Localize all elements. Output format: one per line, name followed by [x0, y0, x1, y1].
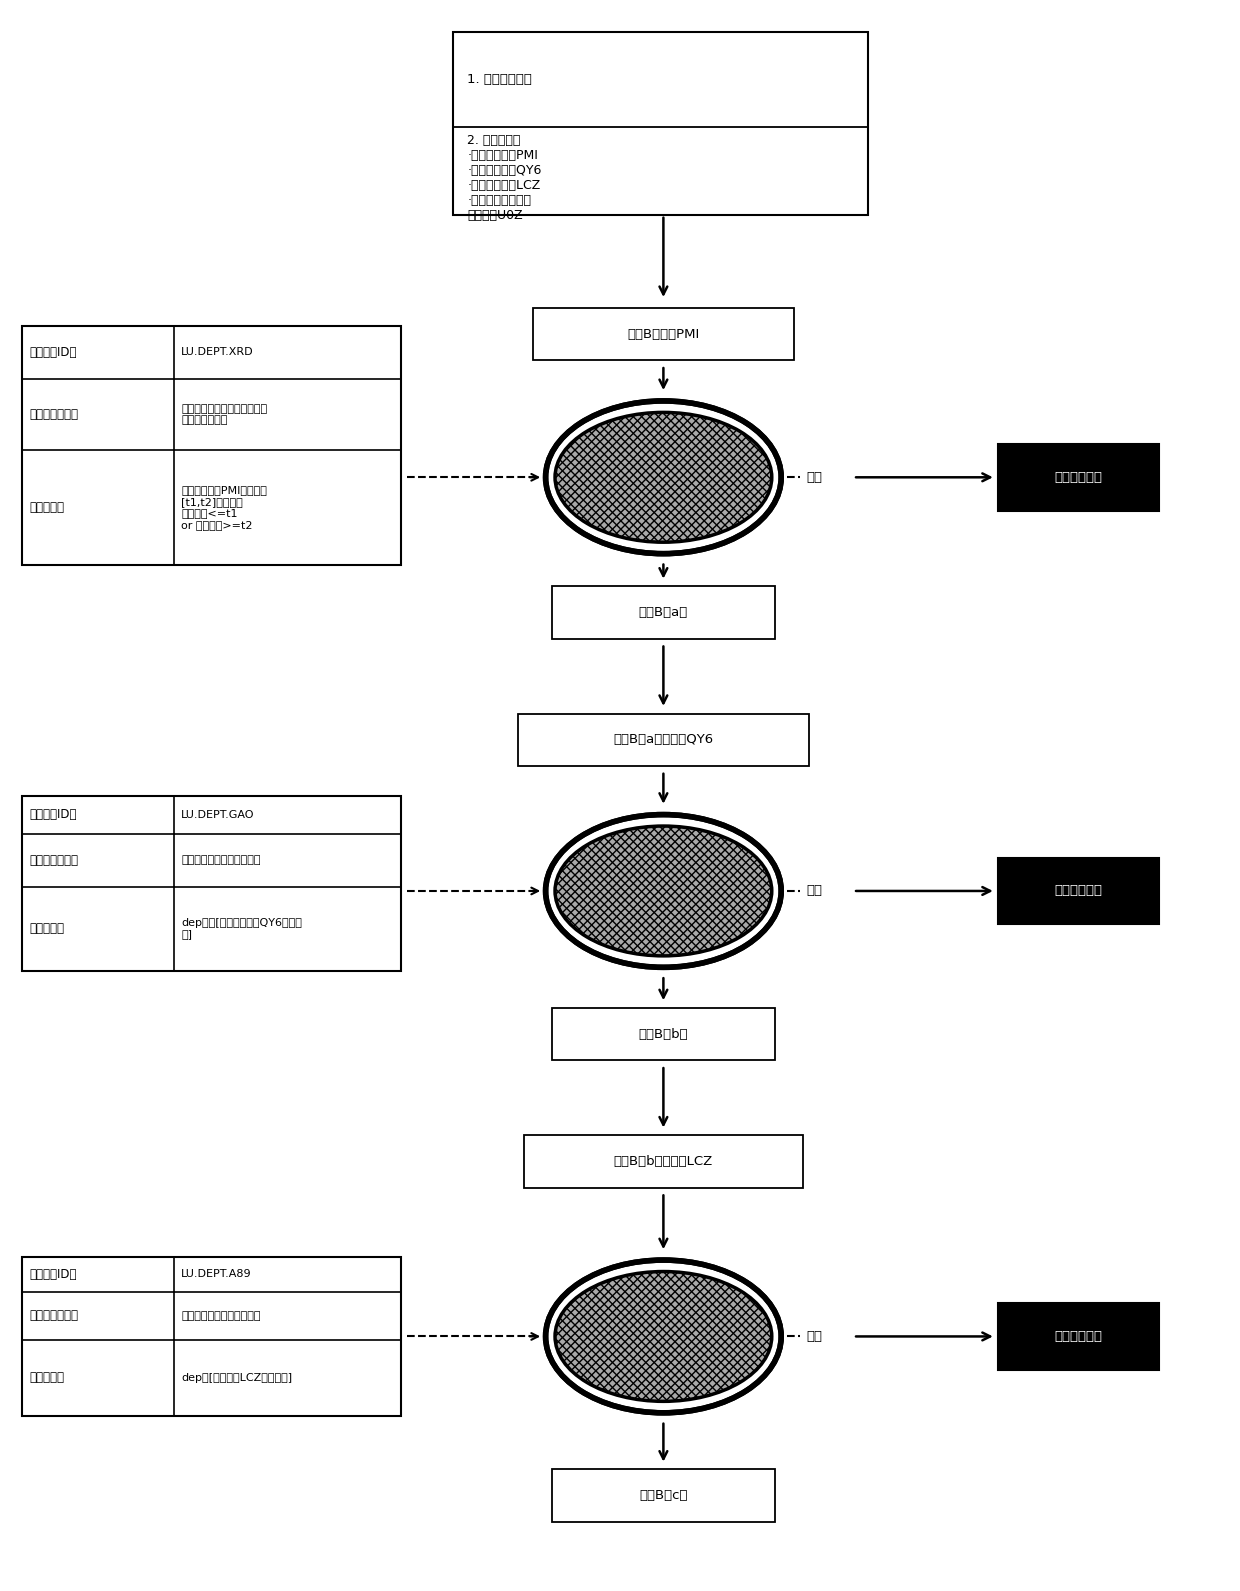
- Text: 输入B（b）、参数LCZ: 输入B（b）、参数LCZ: [614, 1155, 713, 1168]
- FancyBboxPatch shape: [533, 307, 794, 360]
- Text: 逻辑条件：: 逻辑条件：: [30, 923, 64, 936]
- Text: 过滤: 过滤: [806, 1330, 822, 1343]
- Text: 逻辑单元作用：: 逻辑单元作用：: [30, 1309, 79, 1322]
- Ellipse shape: [556, 1271, 771, 1402]
- Text: 过滤非权限科室的转科记录: 过滤非权限科室的转科记录: [181, 856, 260, 866]
- Text: 被过滤的数据: 被过滤的数据: [1055, 885, 1102, 897]
- Text: 被过滤的数据: 被过滤的数据: [1055, 471, 1102, 484]
- Text: 逻辑单元ID：: 逻辑单元ID：: [30, 345, 77, 360]
- Ellipse shape: [556, 826, 771, 956]
- Text: dep不在[权限科室参数QY6的参数
値]: dep不在[权限科室参数QY6的参数 値]: [181, 918, 301, 939]
- Text: 2. 准备参数：
·统计时间参数PMI
·权限科室参数QY6
·住院科室参数LCZ
·中央血管导管医嘱
名称参数U0Z: 2. 准备参数： ·统计时间参数PMI ·权限科室参数QY6 ·住院科室参数LC…: [467, 134, 542, 221]
- FancyBboxPatch shape: [525, 1136, 804, 1187]
- FancyBboxPatch shape: [998, 1303, 1159, 1370]
- Bar: [22, 1257, 401, 1416]
- Text: 输出B（a）: 输出B（a）: [639, 606, 688, 619]
- Text: 1. 准备患者数据: 1. 准备患者数据: [467, 73, 532, 86]
- Text: LU.DEPT.A89: LU.DEPT.A89: [181, 1270, 252, 1279]
- Text: 统计时间参数PMI参数値为
[t1,t2]的形式，
出科时间<=t1
or 入科时间>=t2: 统计时间参数PMI参数値为 [t1,t2]的形式， 出科时间<=t1 or 入科…: [181, 485, 267, 530]
- Text: 被过滤的数据: 被过滤的数据: [1055, 1330, 1102, 1343]
- FancyBboxPatch shape: [552, 1009, 775, 1061]
- FancyBboxPatch shape: [518, 713, 810, 765]
- Text: 过滤: 过滤: [806, 471, 822, 484]
- Text: 逻辑条件：: 逻辑条件：: [30, 501, 64, 514]
- Text: dep不[科室参数LCZ的参数値]: dep不[科室参数LCZ的参数値]: [181, 1373, 293, 1383]
- Text: LU.DEPT.GAO: LU.DEPT.GAO: [181, 810, 254, 819]
- Text: 过滤在科时间不在统计时间范
围内的转科信息: 过滤在科时间不在统计时间范 围内的转科信息: [181, 404, 267, 425]
- Text: 过滤非对应科室的转科记录: 过滤非对应科室的转科记录: [181, 1311, 260, 1321]
- Text: 过滤: 过滤: [806, 885, 822, 897]
- Text: 输出B（b）: 输出B（b）: [639, 1028, 688, 1041]
- FancyBboxPatch shape: [998, 444, 1159, 511]
- Text: 输入B（a）、参数QY6: 输入B（a）、参数QY6: [614, 733, 713, 746]
- Text: 输入B、参数PMI: 输入B、参数PMI: [627, 328, 699, 340]
- FancyBboxPatch shape: [552, 1470, 775, 1521]
- Text: 输出B（c）: 输出B（c）: [639, 1489, 688, 1502]
- Text: 逻辑单元ID：: 逻辑单元ID：: [30, 808, 77, 821]
- FancyBboxPatch shape: [552, 585, 775, 638]
- Bar: [22, 326, 401, 565]
- Ellipse shape: [546, 1260, 781, 1413]
- Text: LU.DEPT.XRD: LU.DEPT.XRD: [181, 347, 254, 358]
- Text: 逻辑条件：: 逻辑条件：: [30, 1371, 64, 1384]
- Text: 逻辑单元作用：: 逻辑单元作用：: [30, 407, 79, 422]
- Ellipse shape: [556, 412, 771, 543]
- Ellipse shape: [546, 401, 781, 554]
- FancyBboxPatch shape: [453, 32, 868, 215]
- Bar: [22, 796, 401, 971]
- Ellipse shape: [546, 815, 781, 967]
- Text: 逻辑单元ID：: 逻辑单元ID：: [30, 1268, 77, 1281]
- FancyBboxPatch shape: [998, 858, 1159, 924]
- Text: 逻辑单元作用：: 逻辑单元作用：: [30, 854, 79, 867]
